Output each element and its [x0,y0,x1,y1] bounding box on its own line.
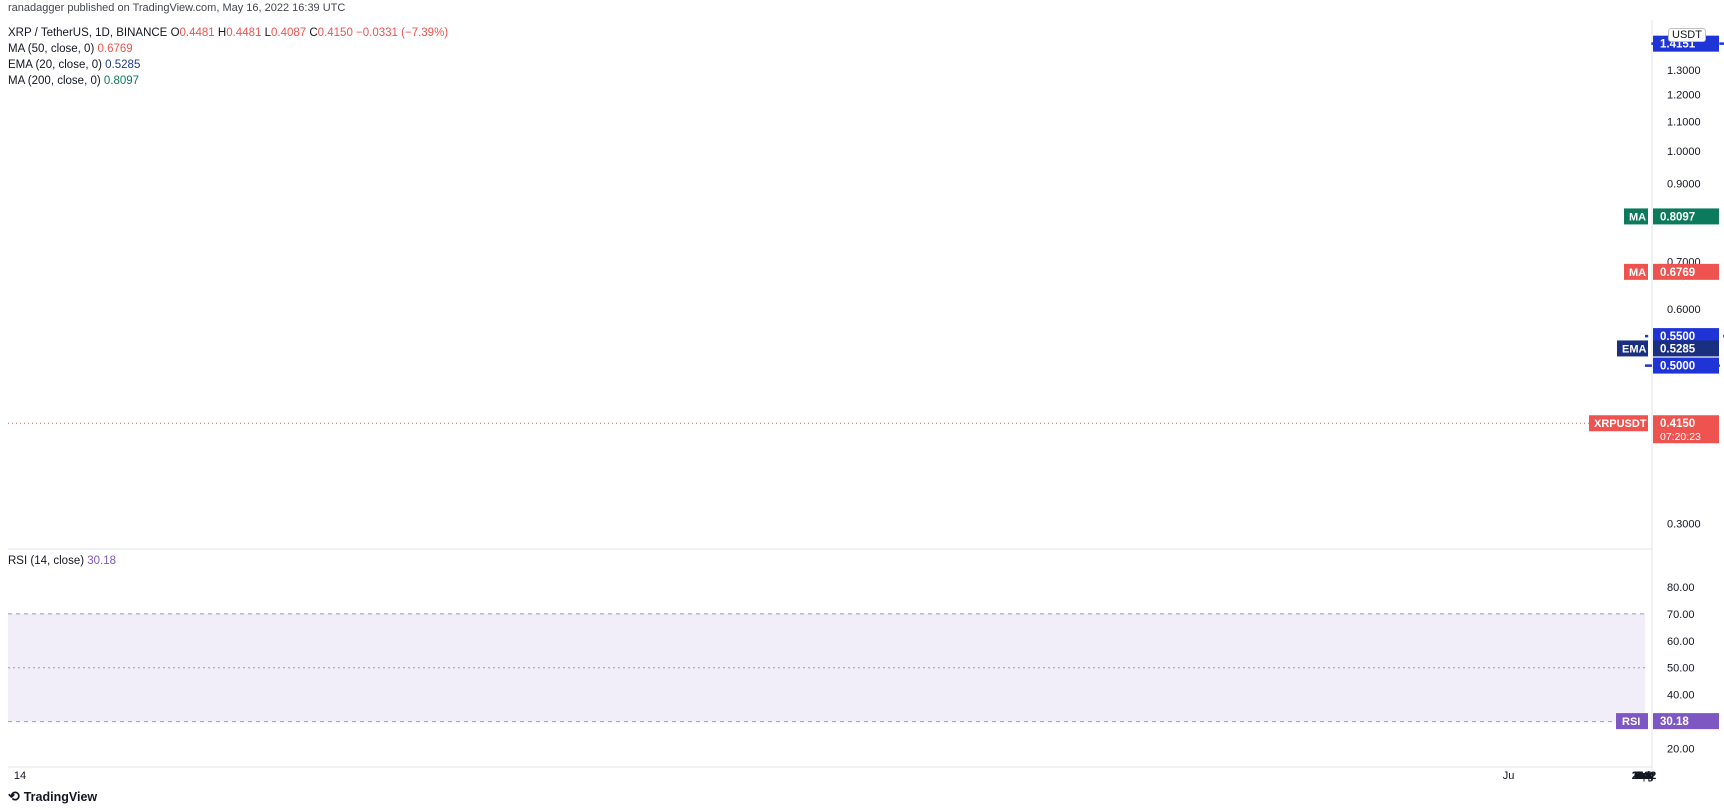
rsi-tick-label: 70.00 [1667,609,1695,621]
price-label-countdown: 07:20:23 [1660,431,1701,443]
price-label-text: 0.5285 [1660,343,1696,355]
time-tick-label: Nov [1634,770,1654,782]
rsi-tick-label: 20.00 [1667,744,1695,756]
rsi-tick-label: 40.00 [1667,690,1695,702]
price-tag-text: MA [1629,211,1646,223]
price-tag-box [1617,340,1648,357]
price-label-text: 0.5000 [1660,361,1695,373]
price-tick-label: 0.3000 [1667,519,1701,531]
time-tick-label: Sep [1634,770,1654,782]
time-tick-label: Dec [1634,770,1654,782]
time-tick-label: 2022 [1632,770,1656,782]
indicator-ema20: EMA (20, close, 0) 0.5285 [8,59,141,71]
price-label-text: 0.8097 [1660,211,1695,223]
tradingview-logo: ⟲ TradingView [8,788,98,804]
price-label-text: 0.4150 [1660,418,1695,430]
time-tick-label: Feb [1635,770,1654,782]
ohlc-values: O0.4481 H0.4481 L0.4087 C0.4150 −0.0331 … [170,27,449,39]
price-tick-label: 1.1000 [1667,117,1701,129]
time-tick-label: Apr [1635,770,1652,782]
indicator-ma50: MA (50, close, 0) 0.6769 [8,43,133,55]
price-tag-text: EMA [1622,343,1647,355]
price-label-box [1653,208,1719,225]
time-tick-label: May [1634,770,1655,782]
rsi-value-box [1653,713,1719,730]
price-tick-label: 1.2000 [1667,90,1701,102]
price-tag-box [1589,415,1648,432]
tradingview-icon: ⟲ [8,788,20,804]
rsi-tag-box [1616,713,1648,730]
time-tick-label: Oct [1635,770,1652,782]
price-label-box [1653,357,1719,374]
price-label-box [1653,328,1719,345]
price-label-text: 0.5500 [1660,331,1695,343]
price-tick-label: 1.0000 [1667,146,1701,158]
currency-label: USDT [1668,28,1706,42]
indicator-ma200: MA (200, close, 0) 0.8097 [8,75,140,87]
time-tick-label: Aug [1634,770,1654,782]
price-label-box [1653,415,1719,444]
symbol-legend: XRP / TetherUS, 1D, BINANCE O0.4481 H0.4… [8,27,448,39]
price-tag-box [1624,263,1648,280]
time-tick-label: Mar [1635,770,1654,782]
rsi-tick-label: 80.00 [1667,582,1695,594]
price-label-text: 0.6769 [1660,267,1695,279]
time-tick-label: Jul [1637,770,1651,782]
price-label-box [1653,340,1719,357]
rsi-band [8,613,1645,722]
price-tick-label: 1.3000 [1667,65,1701,77]
time-tick-label: Ju [1503,770,1515,782]
publisher-line: ranadagger published on TradingView.com,… [8,2,346,14]
price-tick-label: 0.6000 [1667,304,1701,316]
price-label-box [1653,263,1719,280]
rsi-tick-label: 50.00 [1667,663,1695,675]
time-tick-label: 14 [14,770,26,782]
rsi-tag-text: RSI [1622,716,1640,728]
price-tag-text: XRPUSDT [1594,418,1647,430]
price-tag-box [1624,208,1648,225]
price-tag-text: MA [1629,267,1646,279]
rsi-legend: RSI (14, close) 30.18 [8,555,117,567]
rsi-value-text: 30.18 [1660,716,1689,728]
price-tick-label: 0.9000 [1667,179,1701,191]
rsi-tick-label: 60.00 [1667,636,1695,648]
symbol-title: XRP / TetherUS, 1D, BINANCE [8,27,168,39]
